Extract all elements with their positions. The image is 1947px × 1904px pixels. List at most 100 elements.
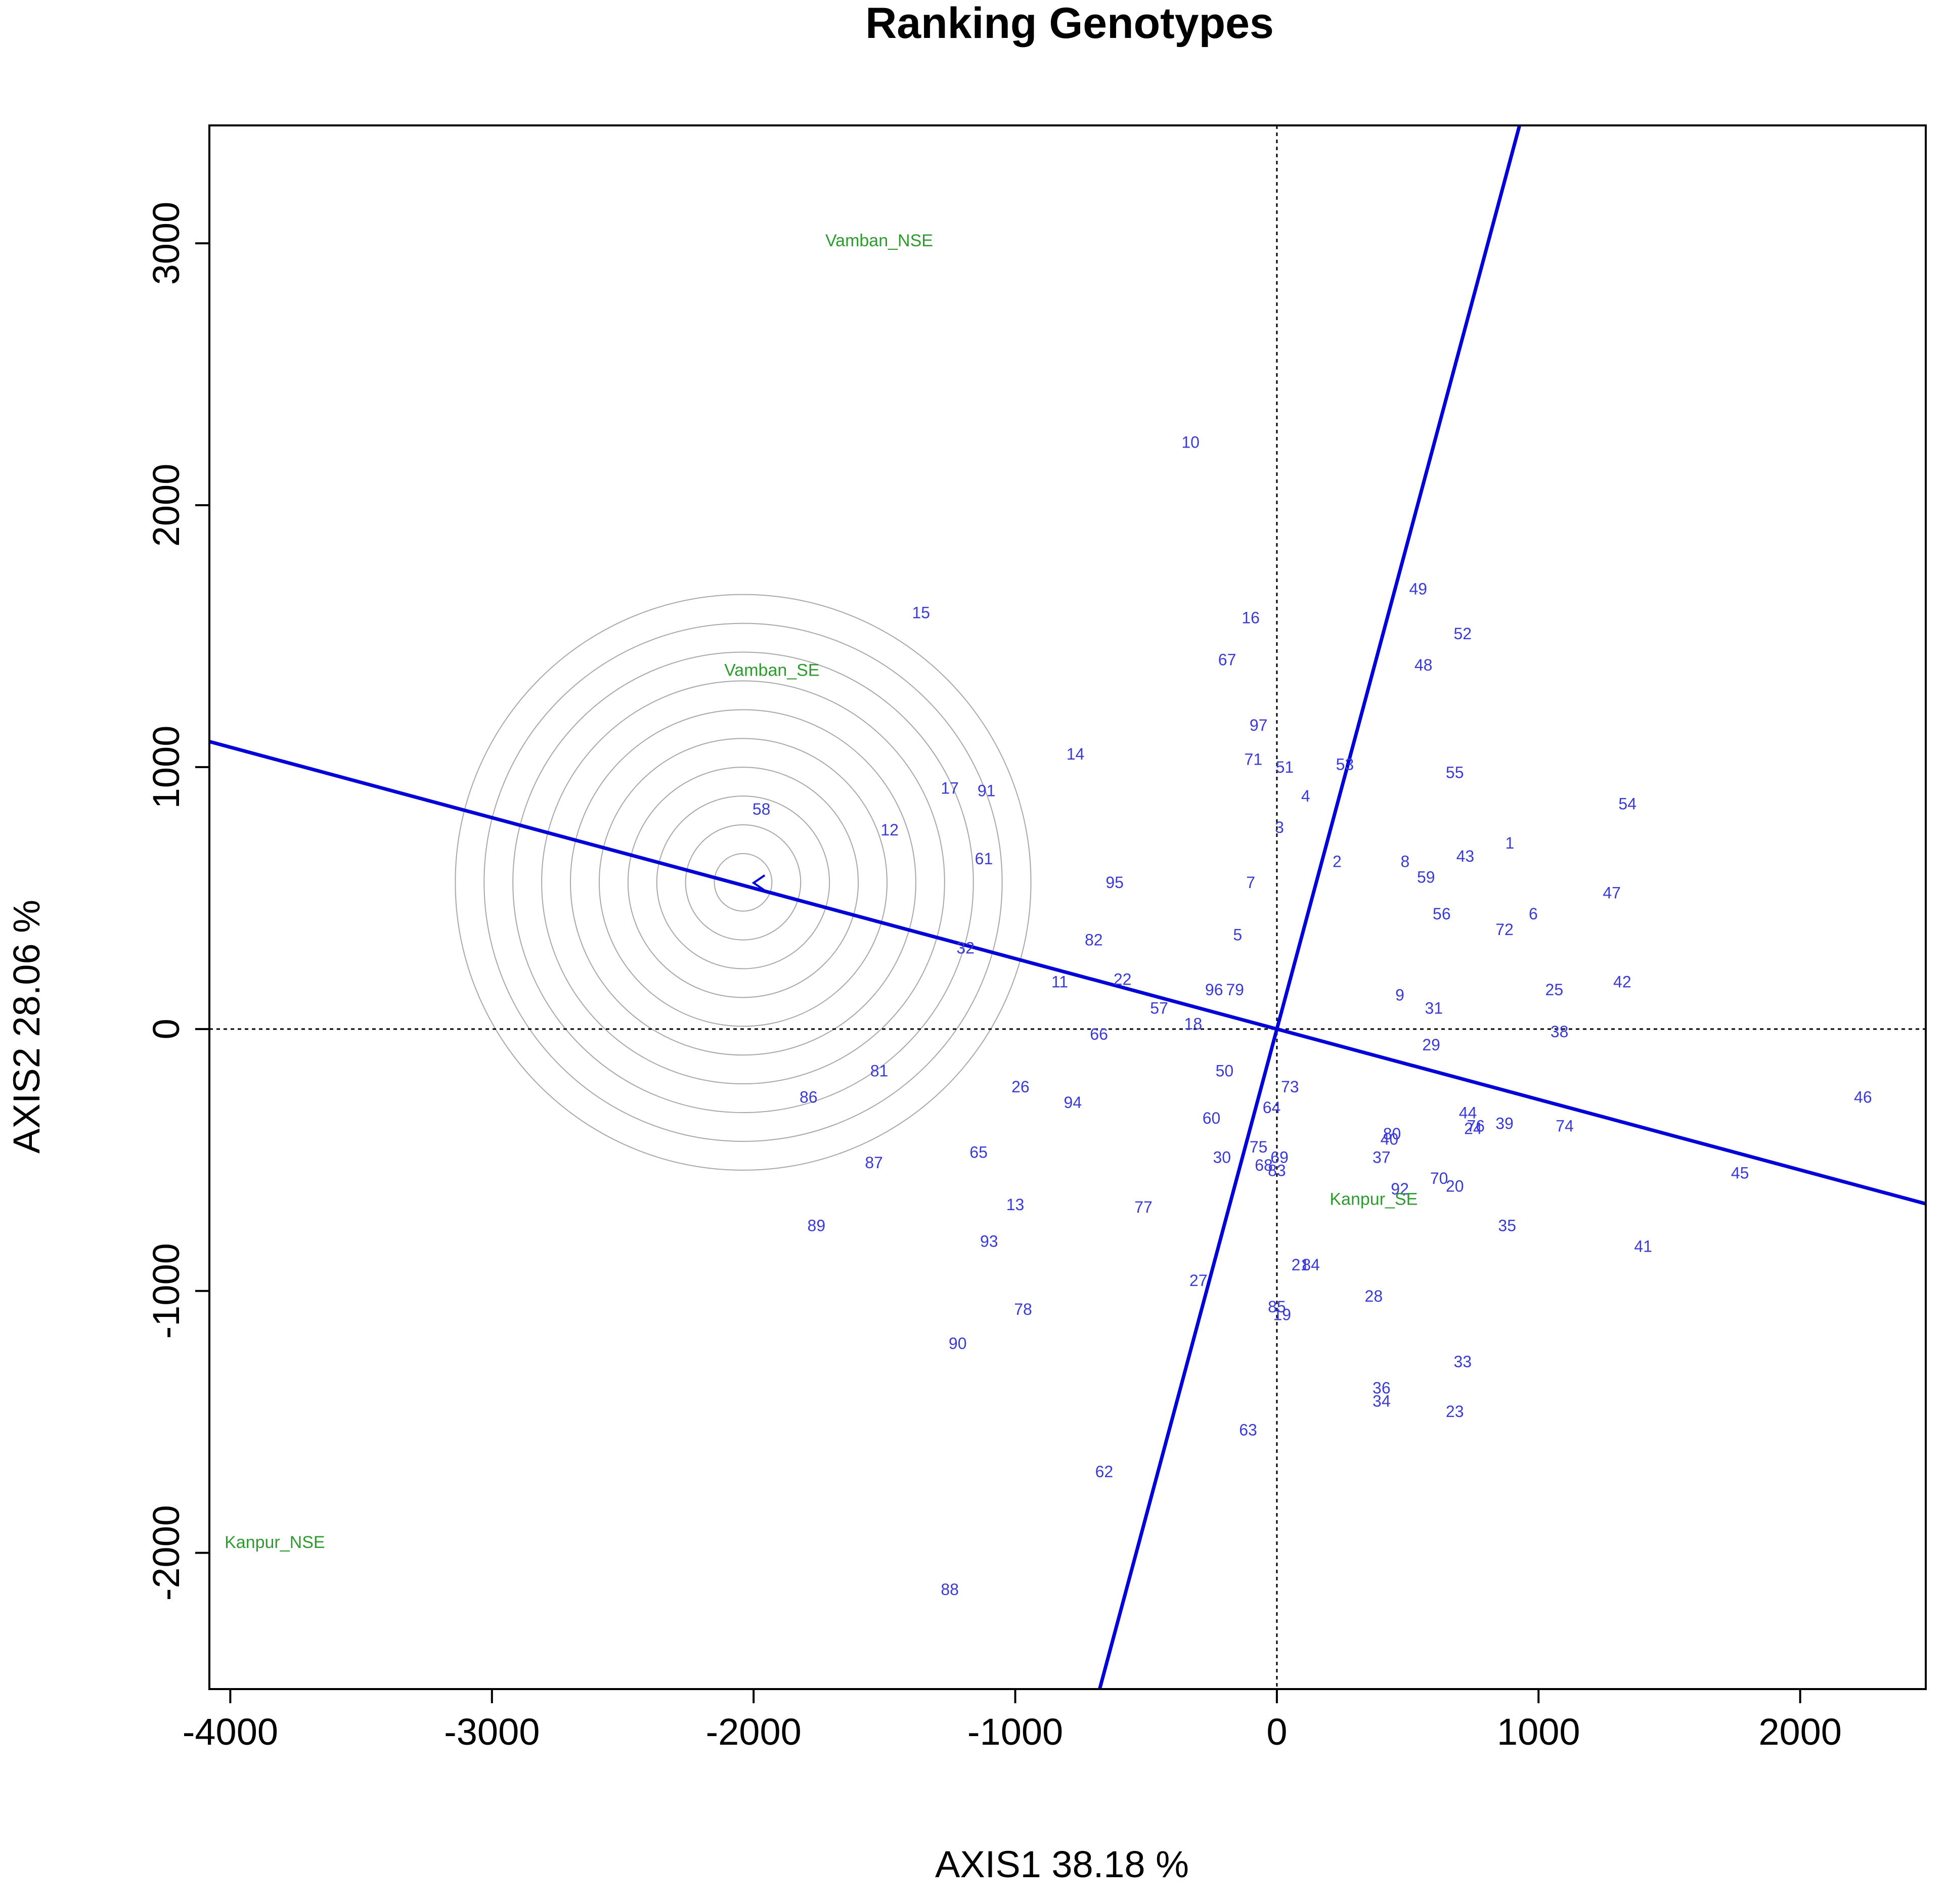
genotype-label: 27 [1189, 1271, 1208, 1290]
concentric-circle [627, 767, 859, 998]
genotype-label: 14 [1067, 745, 1085, 763]
genotype-label: 82 [1085, 931, 1103, 949]
genotype-label: 3 [1275, 818, 1284, 836]
concentric-circle [455, 594, 1032, 1171]
genotype-label: 20 [1446, 1177, 1464, 1195]
genotype-label: 32 [956, 939, 975, 957]
genotype-label: 50 [1216, 1062, 1234, 1080]
y-tick-label: -2000 [145, 1505, 187, 1601]
average-environment-arrow [751, 874, 766, 892]
axis-ticks: -4000 -3000 -2000 -1000 0 1000 2000 -2000 -1000 0… [145, 202, 1842, 1753]
genotype-label: 42 [1613, 973, 1631, 991]
genotype-label: 38 [1551, 1023, 1569, 1041]
environment-label: Kanpur_NSE [225, 1533, 325, 1552]
genotype-label: 4 [1301, 787, 1310, 805]
genotype-label: 85 [1268, 1298, 1286, 1316]
genotype-label: 37 [1373, 1148, 1391, 1167]
concentric-circle [541, 680, 945, 1085]
genotype-label: 53 [1336, 756, 1354, 774]
genotype-label: 69 [1270, 1148, 1289, 1167]
concentric-circle [685, 824, 802, 941]
genotype-label: 93 [980, 1232, 998, 1250]
genotype-label: 47 [1603, 884, 1621, 902]
genotype-label: 19 [1273, 1305, 1291, 1323]
genotype-label: 35 [1498, 1216, 1516, 1234]
genotype-label: 39 [1495, 1114, 1514, 1132]
genotype-label: 78 [1014, 1300, 1032, 1318]
genotype-label: 44 [1459, 1104, 1477, 1122]
concentric-circle [569, 709, 916, 1056]
genotype-label: 18 [1184, 1014, 1203, 1033]
genotype-label: 34 [1373, 1392, 1391, 1410]
genotype-label: 21 [1292, 1256, 1310, 1274]
genotype-label: 63 [1239, 1421, 1257, 1439]
genotype-label: 90 [949, 1334, 967, 1352]
genotype-label: 13 [1006, 1195, 1025, 1214]
genotype-label: 52 [1453, 625, 1472, 643]
genotype-label: 96 [1205, 981, 1223, 999]
concentric-circle [714, 853, 773, 912]
genotype-label: 2 [1333, 852, 1342, 870]
genotype-label: 33 [1453, 1353, 1472, 1371]
genotype-label: 74 [1556, 1117, 1574, 1135]
genotype-label: 28 [1365, 1287, 1383, 1305]
y-tick-label: 3000 [145, 202, 187, 285]
genotype-label: 55 [1446, 763, 1464, 781]
genotype-label: 31 [1425, 999, 1443, 1017]
ranking-axis-line [209, 740, 1926, 1206]
genotype-label: 30 [1213, 1148, 1231, 1167]
genotype-label: 87 [865, 1154, 883, 1172]
x-tick-label: -3000 [444, 1711, 540, 1753]
genotype-label: 66 [1090, 1025, 1108, 1043]
x-tick-label: -1000 [967, 1711, 1063, 1753]
genotype-label: 12 [880, 821, 899, 839]
perpendicular-axis-line [1098, 125, 1522, 1689]
genotype-label: 16 [1242, 609, 1260, 627]
genotype-label: 10 [1181, 433, 1200, 452]
genotype-label: 76 [1467, 1117, 1485, 1135]
genotype-label: 40 [1381, 1130, 1399, 1148]
genotype-label: 17 [941, 779, 959, 797]
genotype-label: 97 [1250, 716, 1268, 734]
genotype-label: 7 [1246, 873, 1255, 892]
genotype-label: 83 [1268, 1162, 1286, 1180]
genotype-label: 1 [1505, 834, 1514, 852]
x-axis-label: AXIS1 38.18 % [935, 1843, 1189, 1885]
genotype-label: 59 [1417, 868, 1435, 886]
genotype-label: 79 [1226, 981, 1244, 999]
genotype-label: 6 [1529, 905, 1538, 923]
genotype-label: 62 [1095, 1463, 1114, 1481]
genotype-label: 23 [1446, 1402, 1464, 1421]
genotype-label: 41 [1634, 1237, 1652, 1256]
genotype-label: 58 [753, 800, 771, 818]
environment-label: Vamban_SE [724, 660, 819, 680]
genotype-label: 89 [808, 1216, 826, 1234]
plot-frame [208, 124, 1927, 1690]
x-tick-label: 0 [1266, 1711, 1287, 1753]
genotype-label: 49 [1409, 580, 1427, 598]
genotype-label: 36 [1373, 1379, 1391, 1397]
genotype-label: 88 [941, 1580, 959, 1599]
genotype-label: 80 [1383, 1125, 1401, 1143]
genotype-label: 70 [1430, 1169, 1448, 1187]
genotype-label: 67 [1218, 651, 1236, 669]
y-tick-label: -1000 [145, 1243, 187, 1339]
y-tick-label: 2000 [145, 464, 187, 547]
genotype-label: 8 [1401, 852, 1410, 870]
genotype-label: 65 [969, 1143, 988, 1161]
genotype-label: 54 [1618, 794, 1636, 813]
concentric-circle [512, 651, 974, 1114]
genotype-label: 73 [1281, 1078, 1299, 1096]
genotype-label: 92 [1391, 1180, 1409, 1198]
environment-label: Kanpur_SE [1330, 1189, 1418, 1209]
y-tick-label: 0 [145, 1019, 187, 1039]
genotype-label: 61 [975, 850, 993, 868]
y-axis-label: AXIS2 28.06 % [6, 900, 48, 1154]
genotype-label: 64 [1263, 1098, 1281, 1117]
genotype-label: 94 [1064, 1093, 1082, 1112]
x-tick-label: 2000 [1758, 1711, 1842, 1753]
genotype-label: 22 [1114, 970, 1132, 988]
genotype-label: 68 [1255, 1156, 1273, 1174]
